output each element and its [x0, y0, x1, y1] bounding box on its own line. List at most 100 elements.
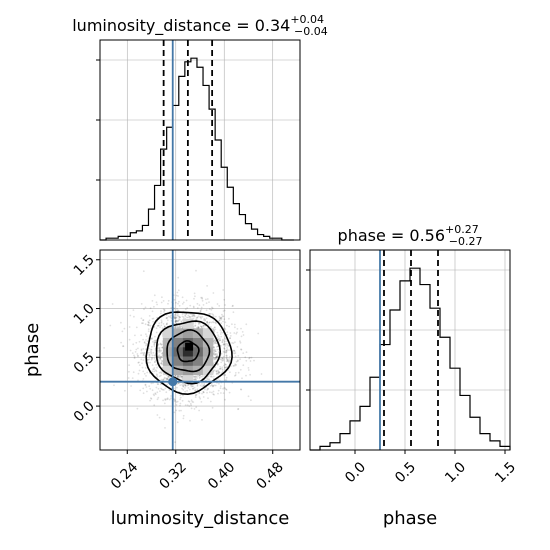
- scatter-point: [225, 366, 228, 368]
- scatter-point: [161, 296, 163, 299]
- scatter-point: [199, 310, 202, 312]
- scatter-point: [219, 385, 222, 387]
- scatter-point: [219, 366, 222, 368]
- scatter-point: [224, 343, 226, 346]
- scatter-point: [175, 326, 178, 329]
- scatter-point: [149, 387, 152, 390]
- scatter-point: [175, 316, 178, 319]
- scatter-point: [156, 383, 159, 385]
- scatter-point: [180, 409, 182, 412]
- scatter-point: [176, 308, 179, 310]
- scatter-point: [181, 325, 183, 328]
- scatter-point: [153, 341, 156, 344]
- scatter-point: [160, 310, 162, 312]
- scatter-point: [234, 374, 237, 376]
- scatter-point: [159, 342, 162, 345]
- phase-xlabel: phase: [383, 508, 437, 529]
- scatter-point: [194, 321, 197, 324]
- scatter-point: [193, 376, 196, 378]
- scatter-point: [127, 377, 130, 379]
- scatter-point: [181, 376, 183, 379]
- scatter-point: [231, 323, 233, 326]
- scatter-point: [175, 294, 178, 297]
- scatter-point: [196, 307, 199, 309]
- scatter-point: [153, 339, 156, 342]
- scatter-point: [202, 384, 205, 387]
- scatter-point: [158, 354, 161, 357]
- scatter-point: [123, 327, 126, 330]
- scatter-point: [218, 319, 221, 322]
- scatter-point: [154, 361, 156, 363]
- scatter-point: [181, 303, 184, 305]
- scatter-point: [174, 316, 177, 319]
- scatter-point: [202, 391, 205, 394]
- scatter-point: [214, 350, 217, 353]
- scatter-point: [181, 313, 184, 315]
- title-luminosity-distance-value: 0.34: [255, 16, 291, 35]
- scatter-point: [222, 338, 224, 341]
- scatter-point: [144, 306, 147, 309]
- scatter-point: [189, 316, 192, 318]
- scatter-point: [128, 326, 131, 328]
- scatter-point: [182, 414, 185, 417]
- scatter-point: [193, 315, 196, 318]
- scatter-point: [213, 357, 216, 360]
- scatter-point: [177, 375, 180, 378]
- scatter-point: [222, 289, 225, 291]
- scatter-point: [222, 332, 224, 334]
- scatter-point: [174, 321, 177, 323]
- scatter-point: [150, 338, 153, 340]
- scatter-point: [221, 357, 224, 360]
- x-tick-label: 0.24: [108, 459, 141, 492]
- scatter-point: [214, 315, 217, 318]
- scatter-point: [219, 317, 221, 320]
- scatter-point: [177, 276, 180, 279]
- scatter-point: [209, 321, 211, 324]
- scatter-point: [242, 364, 245, 367]
- title-phase-value: 0.56: [409, 226, 445, 245]
- scatter-point: [195, 375, 198, 378]
- scatter-point: [160, 362, 163, 365]
- scatter-point: [244, 356, 247, 359]
- scatter-point: [160, 387, 162, 390]
- scatter-point: [179, 384, 182, 387]
- scatter-point: [247, 395, 250, 398]
- scatter-point: [151, 389, 154, 392]
- y-tick-label: 1.5: [71, 252, 98, 279]
- scatter-point: [176, 374, 179, 377]
- scatter-point: [176, 375, 179, 378]
- scatter-point: [184, 384, 187, 387]
- scatter-point: [162, 308, 165, 311]
- scatter-point: [209, 391, 211, 394]
- scatter-point: [189, 384, 192, 386]
- scatter-point: [191, 313, 194, 316]
- scatter-point: [196, 302, 199, 305]
- scatter-point: [182, 385, 185, 387]
- scatter-point: [221, 341, 224, 343]
- scatter-point: [158, 347, 161, 349]
- scatter-point: [225, 351, 228, 354]
- density-cell: [202, 328, 214, 338]
- scatter-point: [198, 322, 200, 325]
- scatter-point: [168, 376, 170, 378]
- scatter-point: [187, 314, 190, 317]
- scatter-point: [234, 326, 236, 329]
- scatter-point: [200, 326, 203, 328]
- scatter-point: [142, 378, 145, 380]
- scatter-point: [173, 298, 176, 301]
- scatter-point: [133, 356, 136, 358]
- scatter-point: [152, 351, 155, 354]
- scatter-point: [217, 345, 219, 348]
- scatter-point: [131, 377, 134, 379]
- scatter-point: [145, 335, 148, 338]
- scatter-point: [226, 331, 229, 334]
- scatter-point: [231, 305, 234, 307]
- scatter-point: [248, 357, 251, 360]
- scatter-point: [147, 321, 150, 324]
- scatter-point: [160, 324, 163, 327]
- scatter-point: [193, 314, 196, 317]
- scatter-point: [217, 338, 220, 340]
- scatter-point: [177, 314, 179, 316]
- scatter-point: [214, 361, 217, 364]
- scatter-point: [224, 304, 227, 306]
